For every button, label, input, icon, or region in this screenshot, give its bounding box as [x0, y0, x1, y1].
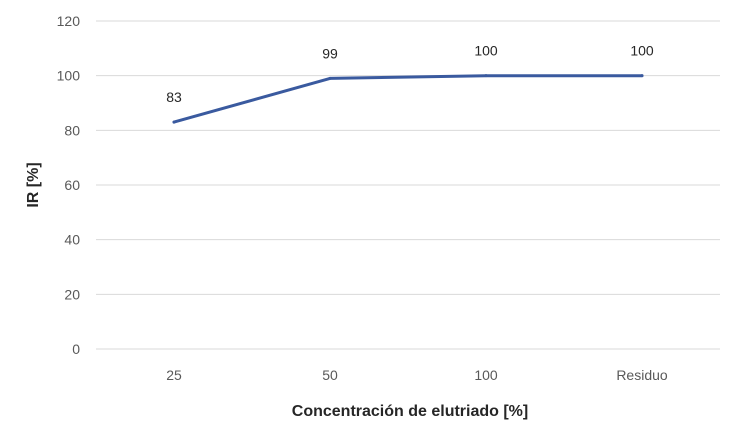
x-tick-label: Residuo	[616, 367, 668, 383]
y-tick-label: 40	[64, 232, 80, 248]
data-point	[484, 74, 488, 78]
y-tick-label: 0	[72, 341, 80, 357]
data-point	[328, 76, 332, 80]
data-label: 100	[474, 43, 498, 59]
data-label: 100	[630, 43, 654, 59]
data-label: 99	[322, 45, 338, 61]
y-axis-title: IR [%]	[25, 162, 42, 207]
y-tick-label: 20	[64, 286, 80, 302]
series-line	[172, 74, 644, 124]
x-axis-title: Concentración de elutriado [%]	[292, 403, 528, 420]
series-layer	[172, 74, 644, 124]
gridlines	[96, 20, 720, 350]
y-tick-label: 100	[57, 68, 81, 84]
y-tick-label: 120	[57, 13, 81, 29]
x-tick-label: 100	[474, 367, 498, 383]
x-tick-labels: 25 50 100 Residuo	[166, 367, 668, 383]
data-point	[172, 120, 176, 124]
data-label: 83	[166, 89, 182, 105]
x-tick-label: 25	[166, 367, 182, 383]
data-point	[640, 74, 644, 78]
y-tick-label: 80	[64, 122, 80, 138]
y-tick-label: 60	[64, 177, 80, 193]
y-tick-labels: 0 20 40 60 80 100 120	[57, 13, 81, 357]
x-tick-label: 50	[322, 367, 338, 383]
data-labels: 83 99 100 100	[166, 43, 654, 105]
